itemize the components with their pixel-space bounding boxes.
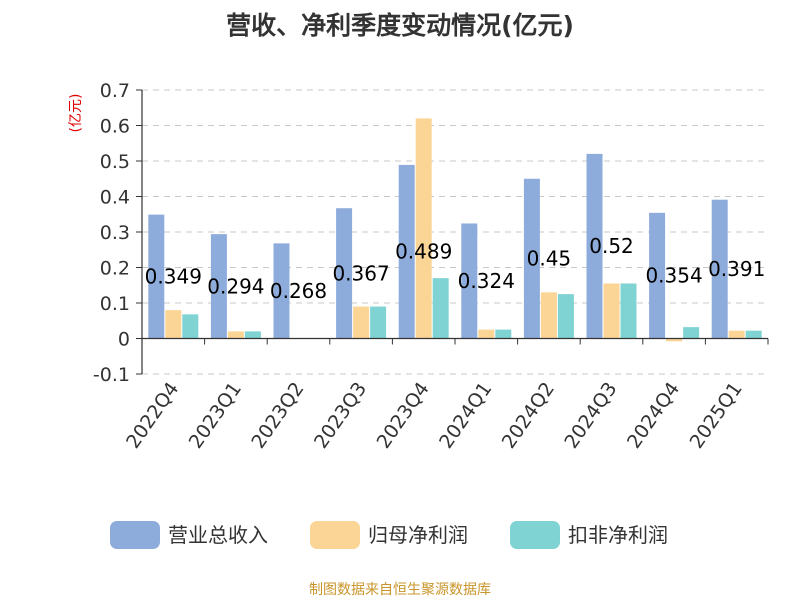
y-axis-unit: (亿元) [68, 94, 84, 133]
bar [495, 329, 512, 339]
x-tick-label: 2024Q3 [560, 378, 621, 452]
x-tick-label: 2023Q2 [247, 378, 308, 452]
bar [711, 199, 728, 339]
bar [649, 212, 666, 339]
x-axis-ticks: 2022Q4 2023Q1 2023Q2 2023Q3 2023Q4 2024Q1 2024… [122, 378, 747, 452]
bar [273, 243, 290, 339]
bar [540, 292, 557, 339]
bar [182, 314, 199, 339]
y-tick-label: 0.7 [100, 80, 130, 102]
bar [353, 306, 370, 339]
legend-swatch [110, 521, 160, 549]
data-label: 0.489 [395, 240, 452, 264]
bar [165, 310, 182, 339]
y-tick-label: 0.6 [100, 116, 130, 138]
grid-lines [142, 89, 768, 375]
legend-swatch [310, 521, 360, 549]
bar [586, 153, 603, 339]
data-label: 0.354 [645, 264, 702, 288]
bars [148, 118, 762, 342]
data-label: 0.45 [527, 247, 572, 271]
y-axis-ticks: -0.1 0 0.1 0.2 0.3 0.4 0.5 0.6 0.7 [93, 80, 142, 386]
x-tick-label: 2024Q2 [498, 378, 559, 452]
bar [557, 294, 574, 339]
data-label: 0.349 [145, 265, 202, 289]
data-label: 0.367 [332, 261, 389, 285]
bar [244, 331, 261, 339]
x-tick-label: 2023Q4 [373, 378, 434, 452]
legend-item[interactable]: 归母净利润 [310, 521, 468, 549]
legend-swatch [510, 521, 560, 549]
source-note: 制图数据来自恒生聚源数据库 [309, 582, 491, 598]
y-tick-label: 0.2 [100, 258, 130, 280]
bar [478, 329, 495, 339]
x-tick-label: 2022Q4 [122, 378, 183, 452]
bar [683, 327, 700, 339]
x-tick-label: 2024Q4 [623, 378, 684, 452]
legend-label: 营业总收入 [168, 523, 268, 547]
bar [745, 330, 762, 339]
chart-title: 营收、净利季度变动情况(亿元) [226, 11, 574, 40]
legend[interactable]: 营业总收入 归母净利润 扣非净利润 [110, 521, 668, 549]
legend-item[interactable]: 扣非净利润 [510, 521, 668, 549]
bar [415, 118, 432, 339]
data-label: 0.268 [270, 279, 327, 303]
bar [603, 283, 620, 339]
y-tick-label: 0.5 [100, 151, 130, 173]
bar [148, 214, 165, 339]
bar [523, 178, 540, 339]
y-tick-label: 0.4 [100, 187, 130, 209]
legend-item[interactable]: 营业总收入 [110, 521, 268, 549]
bar [370, 306, 387, 339]
bar [336, 208, 353, 339]
bar [227, 331, 244, 339]
x-tick-label: 2025Q1 [686, 378, 747, 452]
axes [141, 90, 769, 374]
x-tick-label: 2024Q1 [435, 378, 496, 452]
y-tick-label: 0.3 [100, 222, 130, 244]
y-tick-label: -0.1 [93, 364, 130, 386]
legend-label: 归母净利润 [368, 523, 468, 547]
x-tick-label: 2023Q1 [185, 378, 246, 452]
legend-label: 扣非净利润 [568, 523, 668, 547]
bar [210, 234, 227, 339]
bar [398, 164, 415, 339]
data-label: 0.324 [458, 269, 515, 293]
data-label: 0.294 [207, 274, 264, 298]
bar [461, 223, 478, 339]
y-tick-label: 0 [118, 329, 130, 351]
bar [620, 283, 637, 339]
bar [432, 278, 449, 339]
data-label: 0.52 [589, 234, 634, 258]
bar [728, 330, 745, 339]
data-label: 0.391 [708, 257, 765, 281]
y-tick-label: 0.1 [100, 293, 130, 315]
x-tick-label: 2023Q3 [310, 378, 371, 452]
bar [666, 338, 683, 342]
